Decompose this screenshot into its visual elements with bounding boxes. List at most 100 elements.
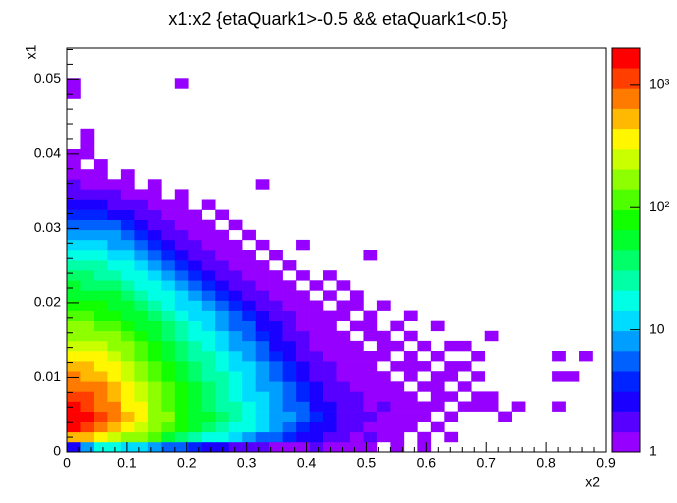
cell xyxy=(107,431,122,443)
cell xyxy=(120,361,135,372)
cell xyxy=(147,381,162,392)
cell xyxy=(349,401,364,412)
plot-frame xyxy=(66,47,607,453)
cell xyxy=(457,340,472,352)
cell xyxy=(323,290,337,301)
cell xyxy=(147,229,162,241)
cell xyxy=(134,421,149,433)
cell xyxy=(498,411,512,422)
cell xyxy=(349,421,364,433)
colorbar-band xyxy=(612,250,640,271)
cell xyxy=(403,361,418,372)
cell xyxy=(215,330,229,342)
cell xyxy=(296,351,310,362)
cell xyxy=(363,441,378,453)
cell xyxy=(282,280,297,291)
z-tick-label: 10 xyxy=(649,320,665,336)
cell xyxy=(93,401,108,412)
cell xyxy=(80,371,95,382)
cell xyxy=(161,330,176,342)
cell xyxy=(242,280,256,291)
cell xyxy=(107,351,122,362)
cell xyxy=(309,371,324,382)
cell xyxy=(67,270,81,281)
cell xyxy=(134,340,149,352)
cell xyxy=(201,421,216,433)
cell xyxy=(161,300,176,311)
cell xyxy=(255,381,270,392)
cell xyxy=(174,78,189,89)
cell xyxy=(188,250,203,261)
cell xyxy=(363,320,378,332)
cell xyxy=(120,189,135,200)
cell xyxy=(215,361,229,372)
cell xyxy=(269,300,283,311)
cell xyxy=(174,290,189,301)
cell xyxy=(67,371,81,382)
cell xyxy=(269,330,283,342)
cell xyxy=(67,361,81,372)
cell xyxy=(120,229,135,241)
cell xyxy=(120,371,135,382)
cell xyxy=(282,401,297,412)
cell xyxy=(201,441,216,453)
cell xyxy=(147,250,162,261)
cell xyxy=(120,391,135,402)
chart-title: x1:x2 {etaQuark1>-0.5 && etaQuark1<0.5} xyxy=(168,9,507,29)
cell xyxy=(349,441,364,453)
cell xyxy=(134,239,149,251)
x-tick-label: 0.2 xyxy=(177,455,197,471)
cell xyxy=(269,351,283,362)
cell xyxy=(309,330,324,342)
cell xyxy=(309,280,324,291)
cell xyxy=(107,340,122,352)
cell xyxy=(417,381,432,392)
cell xyxy=(444,361,459,372)
cell xyxy=(269,381,283,392)
cell xyxy=(296,239,310,251)
cell xyxy=(161,250,176,261)
cell xyxy=(120,199,135,210)
cell xyxy=(336,371,351,382)
cell xyxy=(228,371,243,382)
cell xyxy=(188,310,203,321)
cell xyxy=(120,421,135,433)
cell xyxy=(147,431,162,443)
cell xyxy=(228,381,243,392)
cell xyxy=(93,189,108,200)
cell xyxy=(80,128,95,140)
cell xyxy=(80,441,95,453)
cell xyxy=(269,421,283,433)
cell xyxy=(242,351,256,362)
cell xyxy=(201,199,216,210)
x-tick-label: 0 xyxy=(63,455,71,471)
cell xyxy=(390,411,405,422)
cell xyxy=(403,421,418,433)
cell xyxy=(147,401,162,412)
cell xyxy=(201,361,216,372)
cell xyxy=(120,310,135,321)
cell xyxy=(242,229,256,241)
cell xyxy=(215,209,229,220)
cell xyxy=(174,340,189,352)
cell xyxy=(93,229,108,241)
cell xyxy=(120,401,135,412)
cell xyxy=(174,330,189,342)
cell xyxy=(107,280,122,291)
cell xyxy=(215,310,229,321)
cell xyxy=(390,441,405,453)
cell xyxy=(161,401,176,412)
cell xyxy=(107,209,122,220)
cell xyxy=(349,351,364,362)
cell xyxy=(107,300,122,311)
cell xyxy=(242,330,256,342)
cell xyxy=(309,310,324,321)
cell xyxy=(67,391,81,402)
cell xyxy=(93,290,108,301)
cell xyxy=(107,411,122,422)
x-tick-label: 0.1 xyxy=(117,455,137,471)
cell xyxy=(188,411,203,422)
cell xyxy=(93,320,108,332)
cell xyxy=(242,401,256,412)
x-tick-label: 0.8 xyxy=(536,455,556,471)
